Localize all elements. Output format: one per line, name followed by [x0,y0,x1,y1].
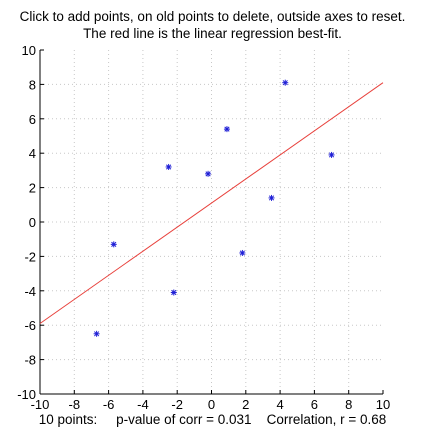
data-point[interactable] [223,126,230,133]
y-tick-label: 8 [29,77,36,92]
regression-line [39,82,384,324]
x-tick-label: 2 [242,397,249,412]
x-tick-label: 0 [208,397,215,412]
data-point[interactable] [110,241,117,248]
statistics-readout: 10 points: p-value of corr = 0.031 Corre… [0,411,425,428]
x-tick-label: -10 [31,397,50,412]
y-tick-label: 2 [29,181,36,196]
regression-line-group [39,82,384,324]
x-tick-label: 10 [376,397,390,412]
data-point[interactable] [165,163,172,170]
y-tick-label: -4 [24,284,36,299]
star-stroke [268,195,275,201]
y-tick-label: 6 [29,112,36,127]
stats-gap-2 [255,412,263,427]
data-point[interactable] [282,79,289,86]
star-stroke [205,171,211,177]
correlation: Correlation, r = 0.68 [266,412,387,427]
star-stroke [111,241,117,247]
x-tick-label: 6 [311,397,318,412]
point-count: 10 points: [38,412,98,427]
star-stroke [224,126,230,132]
p-value: p-value of corr = 0.031 [116,412,252,427]
x-tick-label: -2 [171,397,183,412]
star-stroke [166,164,172,170]
data-point[interactable] [170,289,177,296]
instructions: Click to add points, on old points to de… [0,8,425,42]
instructions-line-1: Click to add points, on old points to de… [19,9,406,24]
y-tick-label: 4 [29,146,36,161]
grid [40,50,383,394]
y-tick-label: 10 [22,43,36,58]
star-stroke [282,80,288,86]
x-tick-label: -8 [69,397,81,412]
data-point[interactable] [328,151,335,158]
data-point[interactable] [268,194,275,201]
x-tick-label: -4 [137,397,149,412]
x-tick-label: 4 [276,397,283,412]
star-stroke [239,250,245,256]
y-tick-label: 0 [29,215,36,230]
data-point[interactable] [205,170,212,177]
y-tick-label: -10 [17,387,36,402]
data-point[interactable] [239,249,246,256]
y-tick-label: -6 [24,318,36,333]
y-tick-label: -2 [24,249,36,264]
y-tick-label: -8 [24,353,36,368]
instructions-line-2: The red line is the linear regression be… [83,26,342,41]
star-stroke [328,152,335,158]
stats-gap-1 [101,412,112,427]
star-stroke [171,289,177,296]
x-tick-label: -6 [103,397,115,412]
x-tick-label: 8 [345,397,352,412]
data-points[interactable] [93,79,335,337]
star-stroke [93,331,100,337]
data-point[interactable] [93,330,100,337]
axes: -10 -8 -6 -4 -2 0 2 4 6 8 10 -10 -8 -6 -4 -2 0 2 4 6 8 10 [17,43,390,412]
